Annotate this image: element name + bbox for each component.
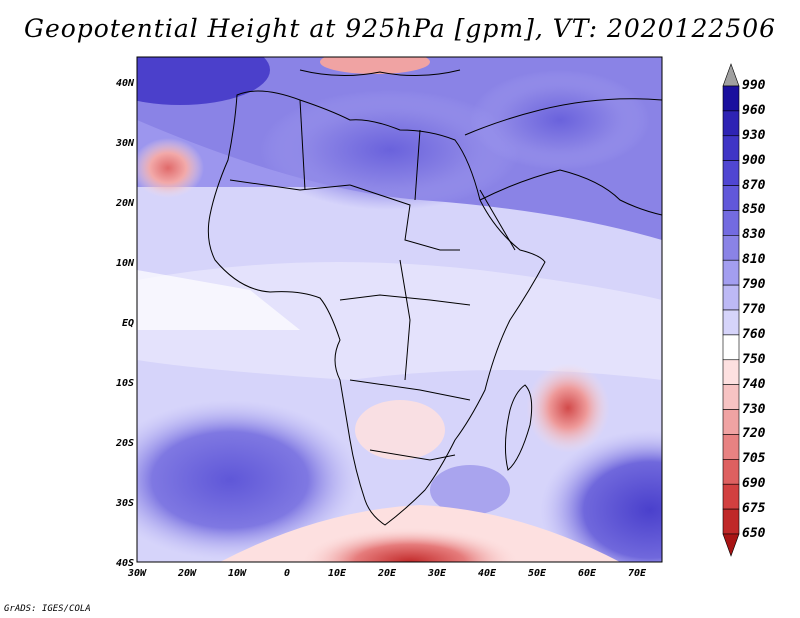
colorbar-swatch [722,409,740,435]
colorbar-label: 730 [742,401,766,417]
colorbar-swatch [722,309,740,336]
colorbar-swatch [722,359,740,385]
colorbar-swatch [722,110,740,137]
lon-label: 10E [327,568,347,579]
colorbar-label: 760 [742,326,766,342]
colorbar-swatch [722,384,740,410]
lat-label: 20S [115,438,134,449]
lon-label: 0 [283,568,291,579]
colorbar-swatch [722,259,740,286]
colorbar-swatch [722,459,740,485]
lon-label: 30W [127,568,147,579]
colorbar-swatch [722,508,740,535]
lon-label: 10W [227,568,247,579]
lon-label: 20W [177,568,197,579]
lat-label: 30N [115,138,134,149]
colorbar-label: 705 [742,451,766,467]
lon-label: 60E [577,568,597,579]
lon-label: 20E [377,568,397,579]
colorbar-swatch [722,185,740,211]
lat-label: 20N [115,198,134,209]
colorbar-swatch [722,483,740,510]
colorbar-label: 750 [742,351,766,367]
colorbar-label: 990 [742,78,766,93]
colorbar-swatch [722,210,740,236]
colorbar-label: 740 [742,376,766,392]
colorbar-swatch [722,85,740,112]
lon-label: 70E [627,568,647,579]
colorbar-label: 720 [742,426,766,442]
colorbar-label: 810 [742,252,766,268]
lat-label: 10N [115,258,134,269]
colorbar-swatch [722,235,740,261]
lon-label: 40E [477,568,497,579]
colorbar-label: 790 [742,277,766,293]
coastlines [207,69,662,526]
map-title: Geopotential Height at 925hPa [gpm], VT:… [23,14,777,43]
credit-text: GrADS: IGES/COLA [4,604,91,614]
height-field [137,57,662,562]
colorbar-swatch [722,135,740,161]
lat-label: 40S [115,558,134,569]
colorbar-label: 650 [742,526,766,541]
colorbar-label: 690 [742,476,766,492]
colorbar [722,63,740,557]
colorbar-label: 850 [742,202,766,218]
colorbar-swatch [722,160,740,186]
colorbar-label: 675 [742,501,766,517]
colorbar-swatch [722,434,740,460]
lat-label: EQ [121,318,134,329]
colorbar-label: 870 [742,177,766,193]
lon-label: 50E [527,568,547,579]
colorbar-swatch [722,334,740,361]
colorbar-label: 960 [742,102,766,118]
lat-label: 40N [115,78,134,89]
colorbar-label: 770 [742,302,766,317]
colorbar-label: 930 [742,127,766,143]
lon-label: 30E [427,568,447,579]
colorbar-swatch [722,284,740,311]
lat-label: 10S [115,378,134,389]
lat-label: 30S [115,498,134,509]
colorbar-label: 830 [742,227,766,243]
colorbar-label: 900 [742,152,766,168]
